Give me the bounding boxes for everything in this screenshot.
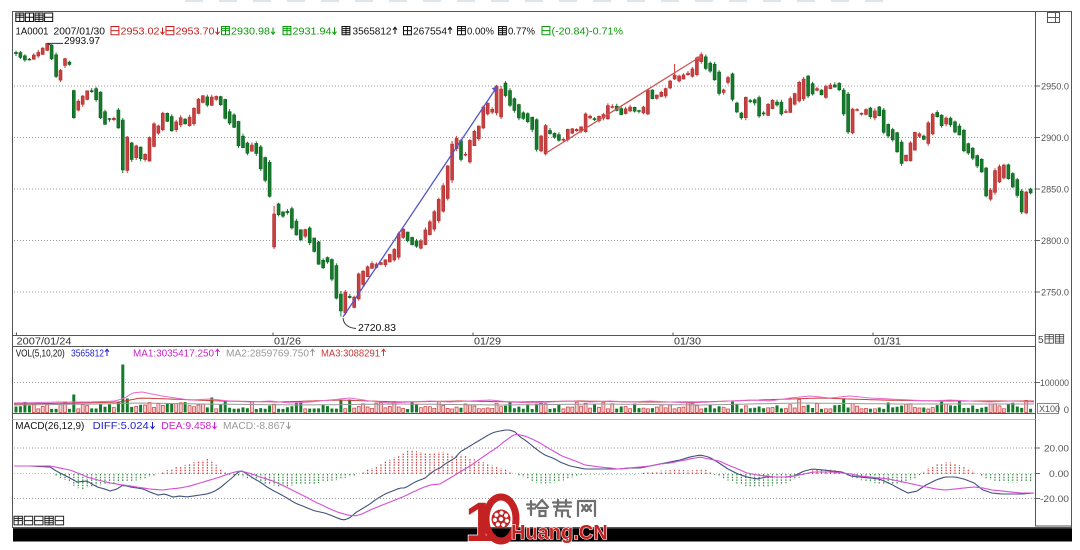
svg-text:2953.70: 2953.70 — [176, 26, 215, 38]
svg-text:-20.00: -20.00 — [1040, 494, 1069, 505]
svg-text:MACD:-8.867: MACD:-8.867 — [223, 421, 285, 432]
svg-text:01/31: 01/31 — [874, 336, 901, 348]
svg-text:2850.0: 2850.0 — [1041, 185, 1069, 196]
svg-text:MA3:3088291: MA3:3088291 — [321, 349, 380, 360]
svg-text:X100: X100 — [1039, 404, 1060, 414]
svg-text:2953.02: 2953.02 — [121, 26, 160, 38]
svg-text:3565812: 3565812 — [353, 26, 392, 38]
svg-text:Huang.CN: Huang.CN — [511, 522, 608, 544]
svg-text:01/30: 01/30 — [674, 336, 701, 348]
svg-text:2931.94: 2931.94 — [293, 26, 332, 38]
svg-text:2930.98: 2930.98 — [231, 26, 270, 38]
svg-text:2800.0: 2800.0 — [1041, 236, 1069, 247]
svg-text:VOL(5,10,20): VOL(5,10,20) — [16, 349, 65, 360]
svg-text:DIFF:5.024: DIFF:5.024 — [93, 421, 149, 432]
svg-text:01/26: 01/26 — [274, 336, 301, 348]
svg-text:3565812: 3565812 — [71, 349, 104, 360]
svg-text:01/29: 01/29 — [474, 336, 501, 348]
svg-text:5: 5 — [1038, 335, 1044, 346]
svg-text:0.77%: 0.77% — [508, 26, 535, 38]
svg-text:MA1:3035417.250: MA1:3035417.250 — [133, 349, 214, 360]
svg-text:1A0001: 1A0001 — [16, 26, 49, 38]
svg-text:DEA:9.458: DEA:9.458 — [161, 421, 211, 432]
svg-text:MACD(26,12,9): MACD(26,12,9) — [15, 421, 84, 432]
svg-text:2900.0: 2900.0 — [1041, 133, 1069, 144]
svg-text:0: 0 — [1064, 405, 1069, 416]
svg-text:267554: 267554 — [413, 26, 447, 38]
svg-text:(-20.84)-0.71%: (-20.84)-0.71% — [552, 26, 624, 38]
svg-text:2007/01/30: 2007/01/30 — [54, 26, 106, 38]
svg-text:2950.0: 2950.0 — [1041, 82, 1069, 93]
svg-text:2993.97: 2993.97 — [64, 36, 100, 47]
svg-text:100000: 100000 — [1040, 378, 1069, 389]
svg-text:2720.83: 2720.83 — [358, 323, 396, 334]
svg-text:0.00%: 0.00% — [467, 26, 494, 38]
svg-text:2750.0: 2750.0 — [1041, 288, 1069, 299]
svg-text:0.00: 0.00 — [1049, 469, 1069, 480]
svg-text:MA2:2859769.750: MA2:2859769.750 — [226, 349, 309, 360]
svg-text:20.00: 20.00 — [1044, 444, 1069, 455]
svg-text:2007/01/24: 2007/01/24 — [17, 336, 72, 348]
